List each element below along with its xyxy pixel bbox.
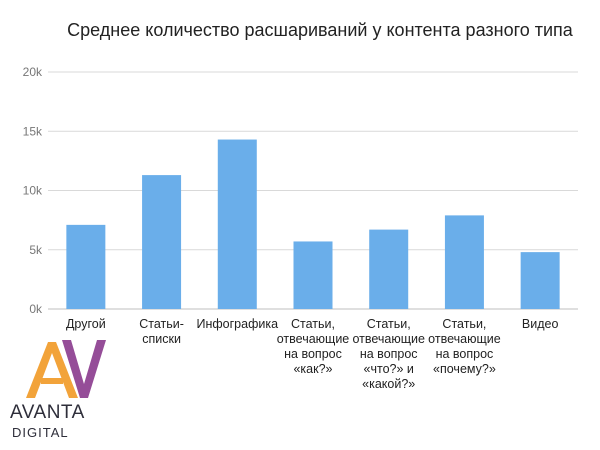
x-tick-label: Видео [522, 317, 559, 331]
logo-letter-a-bar [41, 378, 63, 384]
chart-title: Среднее количество расшариваний у контен… [67, 20, 573, 40]
x-tick-label: Другой [66, 317, 106, 331]
bar [444, 215, 484, 309]
bar [293, 241, 333, 309]
x-tick-label: Статьи, отвечающие на вопрос «что?» и «какой… [352, 317, 425, 391]
x-tick-label: Статьи-списки [139, 317, 184, 346]
logo-wordmark: AVANTA [10, 402, 85, 423]
bar [520, 252, 560, 309]
bar [217, 139, 257, 309]
y-tick-label: 15k [23, 124, 43, 138]
x-tick-label: Инфографика [197, 317, 279, 331]
avanta-av-icon [26, 340, 106, 398]
x-tick-label: Статьи, отвечающие на вопрос «почему?» [428, 317, 501, 376]
logo-subtitle: DIGITAL [12, 425, 69, 440]
brand-logo: AVANTA DIGITAL [10, 336, 120, 446]
y-tick-label: 20k [23, 65, 43, 79]
bar [142, 175, 182, 309]
y-tick-label: 10k [23, 184, 43, 198]
logo-letter-a [26, 342, 78, 398]
x-tick-label: Статьи, отвечающие на вопрос «как?» [277, 317, 350, 376]
y-tick-label: 0k [29, 302, 43, 316]
logo-letter-v [62, 340, 106, 398]
bar [66, 224, 106, 309]
y-tick-label: 5k [29, 243, 43, 257]
bar [369, 229, 409, 309]
